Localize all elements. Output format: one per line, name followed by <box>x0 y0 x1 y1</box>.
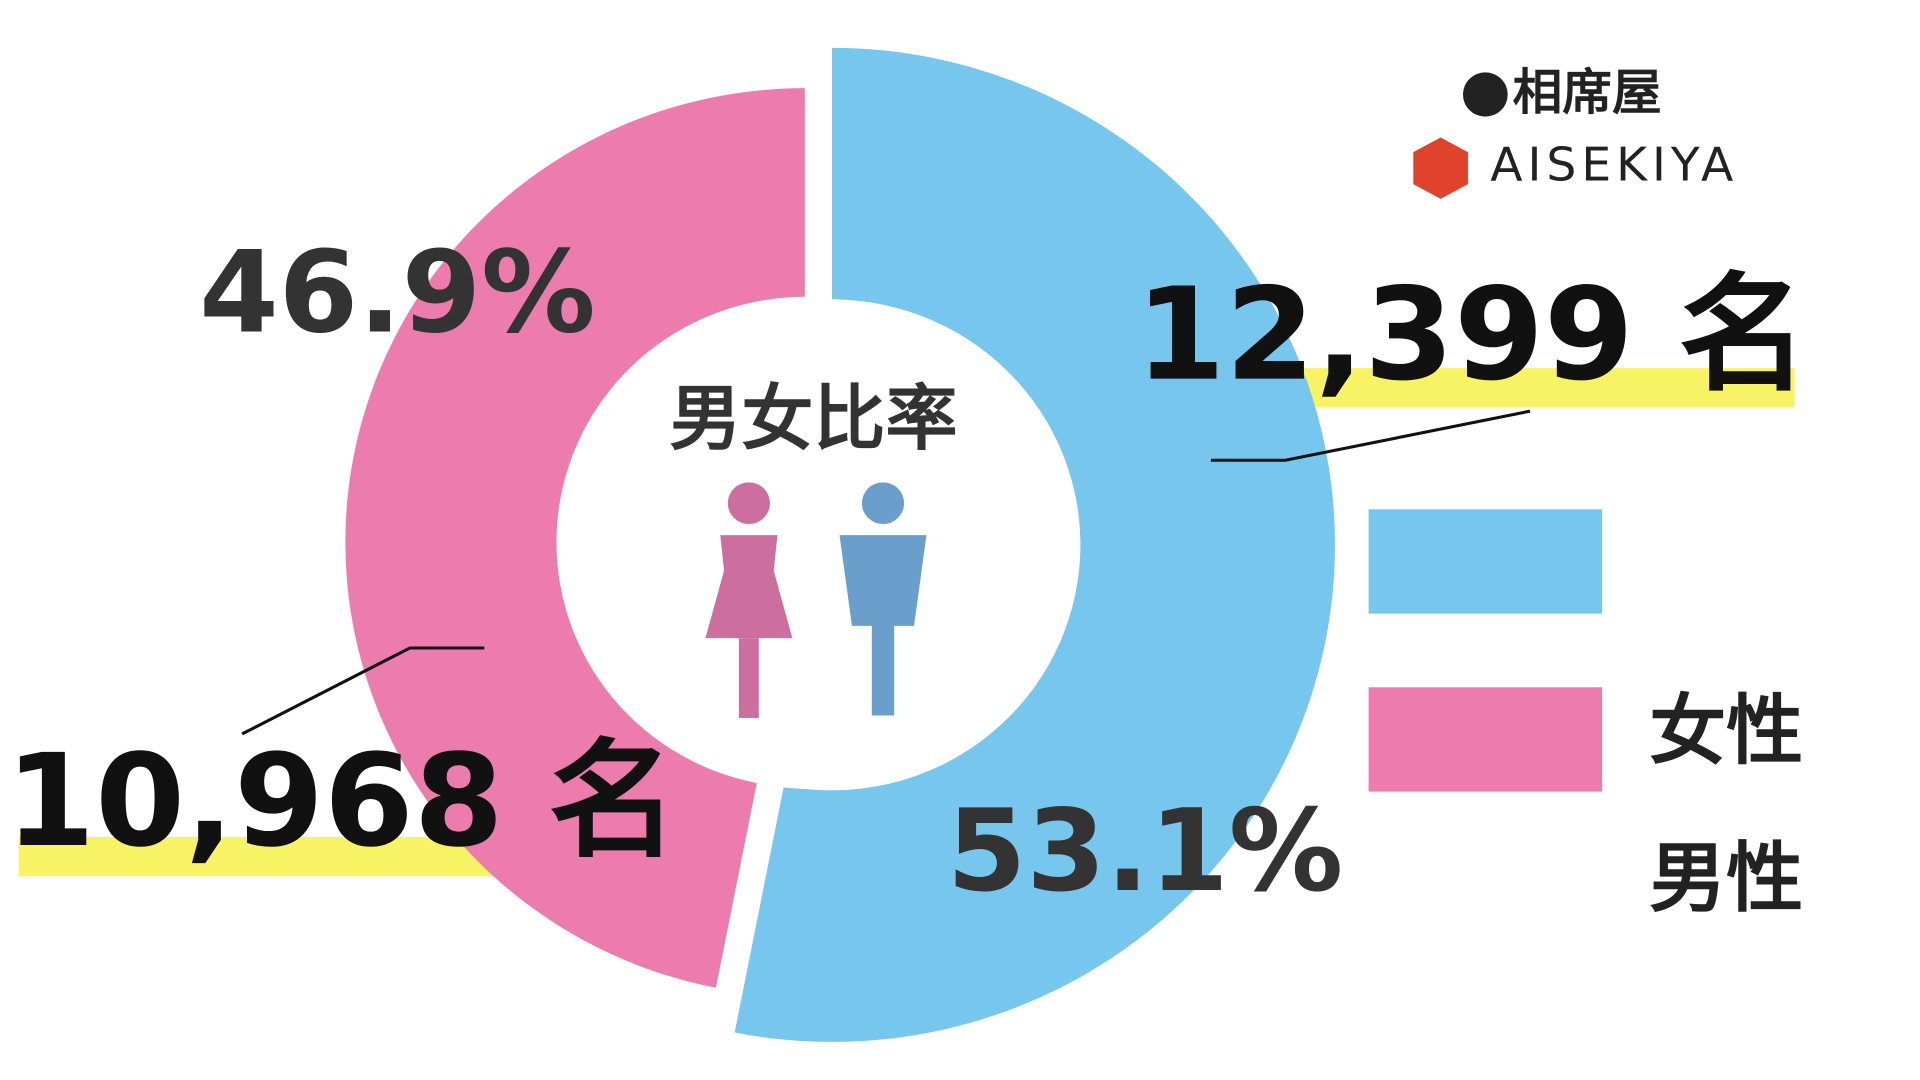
logo-hex <box>1413 137 1468 199</box>
legend-swatch <box>1368 687 1603 792</box>
value-label: 46.9% <box>199 227 595 358</box>
count-label: 10,968 名 <box>5 728 677 876</box>
chart-title: 男女比率 <box>669 377 957 460</box>
logo-name: AISEKIYA <box>1490 138 1738 193</box>
slice <box>345 88 805 988</box>
slice <box>734 47 1335 1042</box>
legend-label: 男性 <box>1649 835 1803 923</box>
slices <box>345 47 1335 1042</box>
logo-emblem <box>1462 72 1508 117</box>
value-label: 53.1% <box>947 786 1343 917</box>
male-icon <box>839 482 927 716</box>
center-hole <box>565 298 1062 790</box>
count-label: 12,399 名 <box>1135 261 1807 409</box>
logo-mark: 相席屋 <box>1513 63 1662 121</box>
legend-swatch <box>1368 509 1603 614</box>
female-icon <box>705 482 793 718</box>
leader-line <box>1210 409 1531 462</box>
leader-line <box>241 646 485 736</box>
logo: 相席屋 AISEKIYA <box>1413 63 1738 199</box>
legend-label: 女性 <box>1649 688 1803 776</box>
